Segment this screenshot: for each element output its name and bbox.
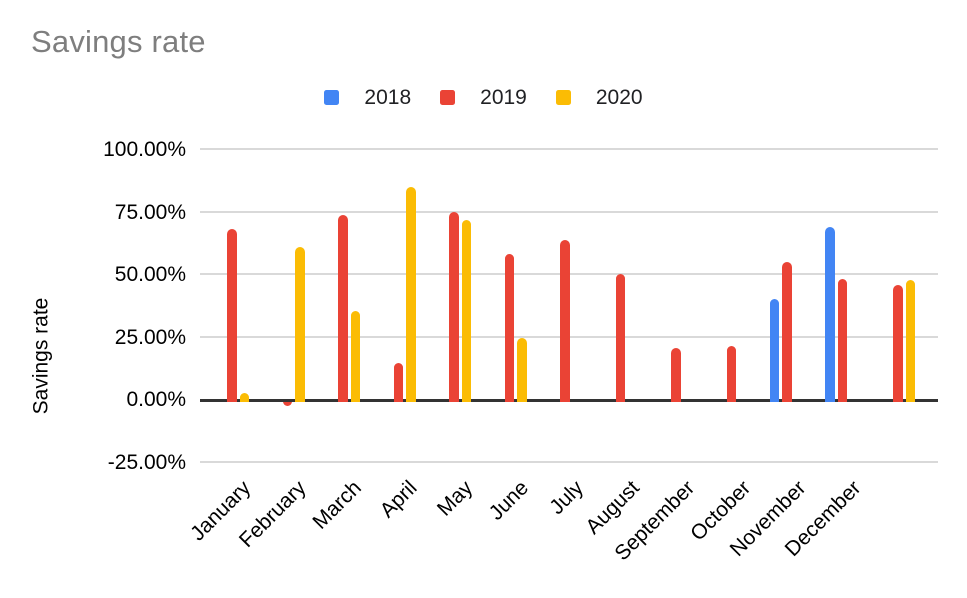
legend-swatch-2019 <box>440 90 456 105</box>
legend-swatch-2018 <box>324 90 340 105</box>
x-label-july: July <box>545 476 589 519</box>
bar-2019-june[interactable] <box>504 254 514 403</box>
bar-2019-december[interactable] <box>837 279 847 403</box>
bar-2019-january[interactable] <box>227 229 237 403</box>
bar-2018-december[interactable] <box>825 226 835 403</box>
bar-2020-may[interactable] <box>461 220 471 403</box>
bar-2019-august[interactable] <box>615 274 625 403</box>
y-tick-label-25: 25.00% <box>114 325 186 349</box>
bar-2019-may[interactable] <box>449 211 459 403</box>
legend-label-2020: 2020 <box>595 86 643 109</box>
y-tick-label-100: 100.00% <box>103 138 186 161</box>
y-tick-label--25: -25.00% <box>107 451 186 474</box>
bar-2020-january[interactable] <box>239 393 249 403</box>
bar-2020-june[interactable] <box>517 338 527 403</box>
bar-2019-november[interactable] <box>782 261 792 403</box>
bar-2020-blank[interactable] <box>905 280 915 403</box>
bar-2020-april[interactable] <box>406 186 416 403</box>
legend-swatch-2020 <box>555 90 571 105</box>
x-label-may: May <box>432 476 478 521</box>
x-label-april: April <box>375 476 422 523</box>
gridline--25 <box>200 461 938 463</box>
bar-2020-march[interactable] <box>350 310 360 403</box>
bar-2019-october[interactable] <box>726 345 736 403</box>
bar-2019-april[interactable] <box>393 363 403 403</box>
bar-2019-september[interactable] <box>671 348 681 403</box>
bar-2019-blank[interactable] <box>893 285 903 403</box>
chart-title: Savings rate <box>31 24 206 59</box>
y-tick-label-75: 75.00% <box>114 200 186 224</box>
legend-label-2019: 2019 <box>480 86 527 109</box>
gridline-75 <box>200 210 938 213</box>
gridline-100 <box>200 148 938 150</box>
x-label-march: March <box>308 476 367 534</box>
y-tick-label-0: 0.00% <box>126 388 186 412</box>
bar-2019-february[interactable] <box>282 399 292 407</box>
legend: 2018 2019 2020 <box>0 87 967 108</box>
bar-2019-march[interactable] <box>338 215 348 403</box>
legend-item-2018[interactable]: 2018 <box>324 87 411 108</box>
bar-2019-july[interactable] <box>560 240 570 403</box>
legend-item-2019[interactable]: 2019 <box>440 87 527 108</box>
legend-label-2018: 2018 <box>364 86 412 109</box>
bar-2020-february[interactable] <box>295 246 305 403</box>
legend-item-2020[interactable]: 2020 <box>555 86 643 109</box>
x-label-june: June <box>484 476 533 525</box>
y-tick-label-50: 50.00% <box>114 263 186 287</box>
bar-2018-november[interactable] <box>769 299 779 403</box>
